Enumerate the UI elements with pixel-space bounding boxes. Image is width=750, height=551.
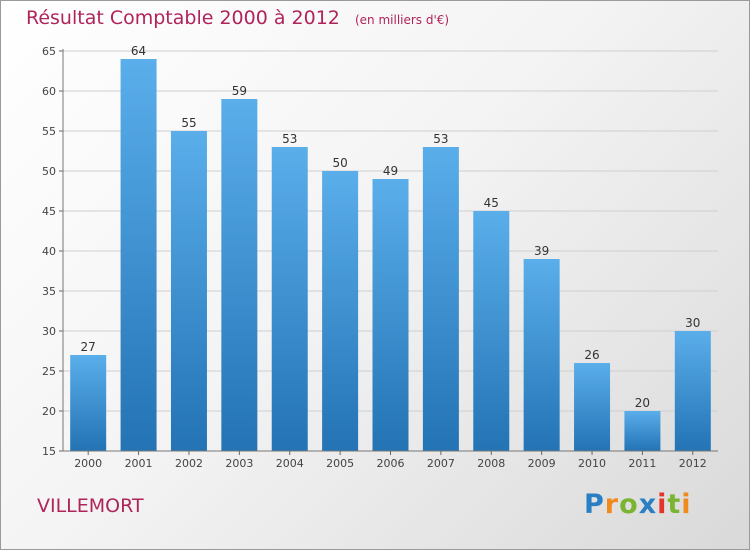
data-label: 50 — [332, 156, 347, 170]
xtick-label: 2007 — [427, 457, 455, 470]
bar-2006 — [372, 179, 409, 451]
bar-2004 — [271, 147, 308, 451]
bar-2007 — [422, 147, 459, 451]
city-name: VILLEMORT — [37, 495, 144, 517]
data-label: 64 — [131, 44, 146, 58]
data-label: 49 — [383, 164, 398, 178]
proxiti-logo: Proxiti — [584, 489, 692, 520]
bar-2000 — [70, 355, 107, 451]
xtick-label: 2008 — [477, 457, 505, 470]
xtick-label: 2004 — [276, 457, 304, 470]
ytick-label: 40 — [42, 245, 56, 258]
data-label: 39 — [534, 244, 549, 258]
ytick-label: 50 — [42, 165, 56, 178]
xtick-label: 2011 — [628, 457, 656, 470]
ytick-label: 45 — [42, 205, 56, 218]
data-label: 20 — [635, 396, 650, 410]
bar-2010 — [574, 363, 611, 451]
data-label: 30 — [685, 316, 700, 330]
bar-2009 — [523, 259, 560, 451]
data-label: 45 — [484, 196, 499, 210]
data-label: 53 — [433, 132, 448, 146]
chart-unit: (en milliers d'€) — [354, 13, 450, 27]
chart-title-block: Résultat Comptable 2000 à 2012 (en milli… — [26, 7, 449, 29]
ytick-label: 20 — [42, 405, 56, 418]
xtick-label: 2005 — [326, 457, 354, 470]
xtick-label: 2012 — [679, 457, 707, 470]
ytick-label: 15 — [42, 445, 56, 458]
bar-2005 — [322, 171, 359, 451]
bar-2008 — [473, 211, 510, 451]
xtick-label: 2010 — [578, 457, 606, 470]
ytick-label: 30 — [42, 325, 56, 338]
data-label: 55 — [181, 116, 196, 130]
ytick-label: 65 — [42, 45, 56, 58]
xtick-label: 2002 — [175, 457, 203, 470]
xtick-label: 2009 — [528, 457, 556, 470]
ytick-label: 35 — [42, 285, 56, 298]
ytick-label: 55 — [42, 125, 56, 138]
xtick-label: 2006 — [377, 457, 405, 470]
ytick-label: 60 — [42, 85, 56, 98]
data-label: 59 — [232, 84, 247, 98]
bar-2002 — [170, 131, 207, 451]
chart-title: Résultat Comptable 2000 à 2012 — [26, 7, 340, 29]
data-label: 27 — [81, 340, 96, 354]
data-label: 53 — [282, 132, 297, 146]
data-label: 26 — [584, 348, 599, 362]
bar-2001 — [120, 59, 157, 451]
ytick-label: 25 — [42, 365, 56, 378]
xtick-label: 2000 — [74, 457, 102, 470]
xtick-label: 2001 — [125, 457, 153, 470]
bar-2003 — [221, 99, 258, 451]
xtick-label: 2003 — [225, 457, 253, 470]
bar-2011 — [624, 411, 661, 451]
bar-2012 — [674, 331, 711, 451]
